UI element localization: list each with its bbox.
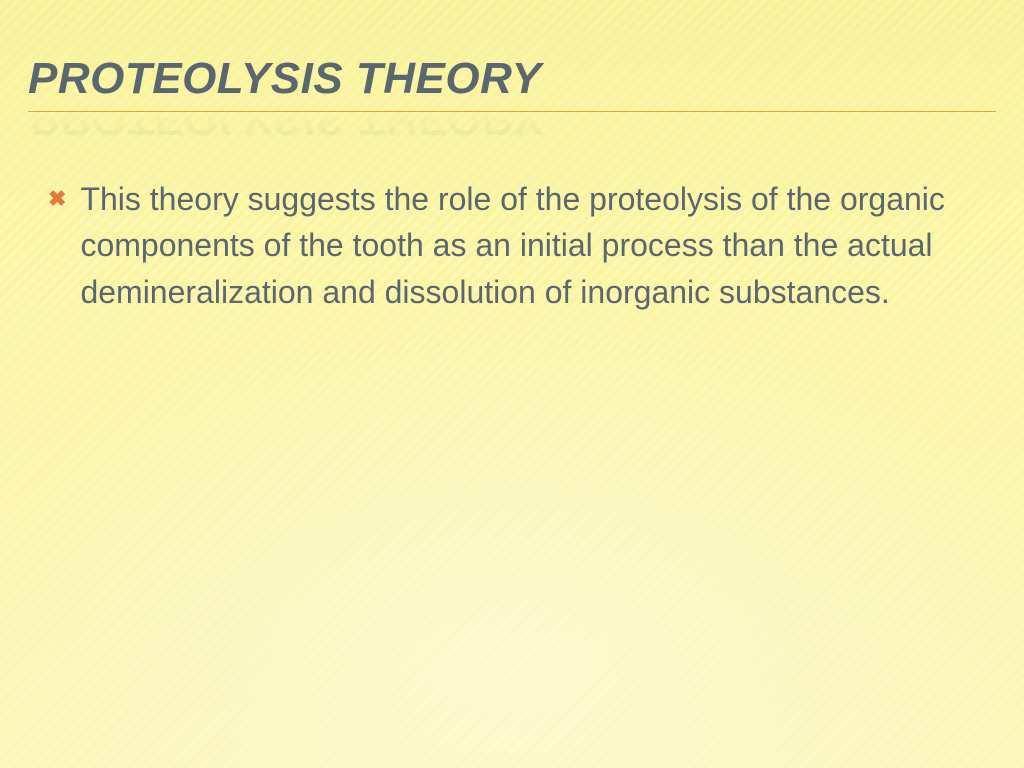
slide: Proteolysis Theory Proteolysis Theory ✖ … [0,0,1024,768]
slide-title-reflection: Proteolysis Theory [28,96,996,142]
bullet-text: This theory suggests the role of the pro… [80,176,964,315]
bullet-x-icon: ✖ [48,188,66,210]
body-area: ✖ This theory suggests the role of the p… [48,176,964,315]
title-area: Proteolysis Theory Proteolysis Theory [28,56,996,142]
title-underline [28,111,996,112]
slide-title: Proteolysis Theory [28,56,996,102]
list-item: ✖ This theory suggests the role of the p… [48,176,964,315]
